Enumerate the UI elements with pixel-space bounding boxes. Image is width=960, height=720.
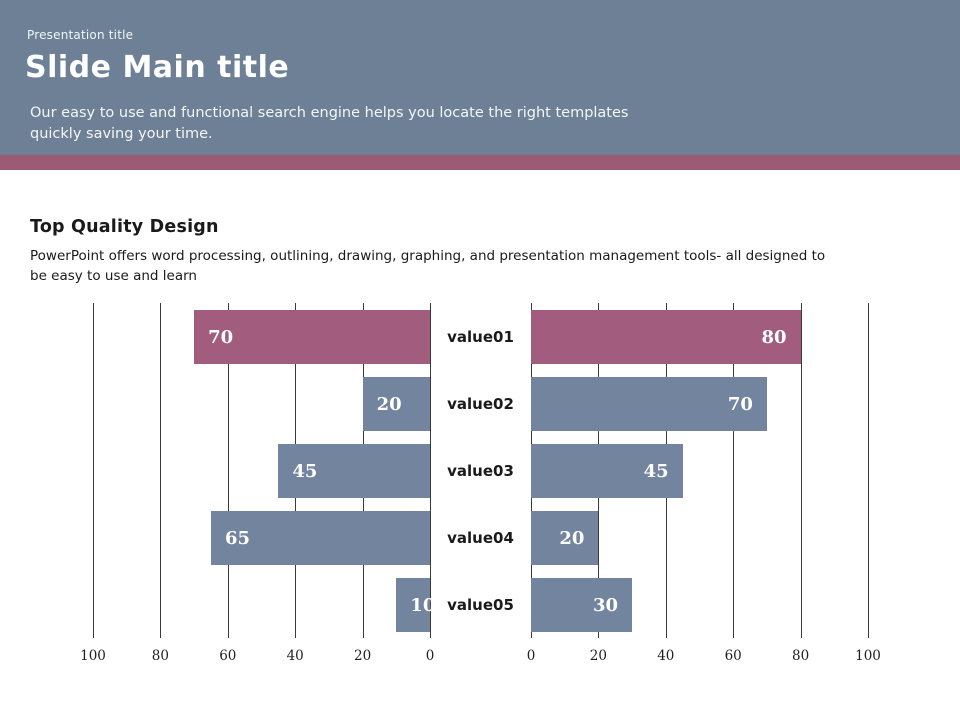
axis-tick-label: 0 [425, 648, 435, 664]
accent-stripe [0, 155, 960, 170]
tornado-bar-chart: 100 80 60 40 20 0 0 20 40 60 80 100 70 value01 80 20 val… [0, 300, 960, 670]
bar-value-label: 65 [224, 527, 250, 549]
bar-value-label: 80 [761, 326, 787, 348]
axis-tick-label: 0 [526, 648, 536, 664]
bar-value-label: 45 [643, 460, 669, 482]
bar-left-value01: 70 [194, 310, 430, 364]
bar-value-label: 70 [727, 393, 753, 415]
axis-tick-label: 20 [589, 648, 607, 664]
bar-value-label: 20 [559, 527, 585, 549]
axis-tick-label: 40 [657, 648, 675, 664]
gridline [93, 303, 94, 638]
category-label-value01: value01 [447, 327, 514, 346]
bar-left-value03: 45 [278, 444, 430, 498]
category-label-value05: value05 [447, 595, 514, 614]
category-label-value03: value03 [447, 461, 514, 480]
gridline [430, 303, 431, 638]
axis-tick-label: 60 [219, 648, 237, 664]
presentation-title: Presentation title [27, 28, 134, 42]
bar-left-value02: 20 [362, 377, 430, 431]
gridline [227, 303, 229, 638]
axis-tick-label: 100 [855, 648, 881, 664]
bar-value-label: 70 [208, 326, 234, 348]
gridline [733, 303, 735, 638]
bar-value-label: 10 [410, 594, 436, 616]
bar-right-value05: 30 [531, 578, 633, 632]
bar-left-value05: 10 [396, 578, 435, 632]
section-description: PowerPoint offers word processing, outli… [30, 248, 826, 284]
gridline [160, 303, 162, 638]
section-heading: Top Quality Design [30, 217, 219, 237]
bar-right-value01: 80 [531, 310, 801, 364]
slide-header: Presentation title Slide Main title Our … [0, 0, 960, 155]
bar-right-value03: 45 [531, 444, 683, 498]
axis-tick-label: 20 [354, 648, 372, 664]
bar-right-value02: 70 [531, 377, 767, 431]
category-label-value02: value02 [447, 394, 514, 413]
bar-value-label: 30 [593, 594, 619, 616]
axis-tick-label: 40 [286, 648, 304, 664]
axis-tick-label: 80 [151, 648, 169, 664]
bar-left-value04: 65 [210, 511, 430, 565]
slide-main-title: Slide Main title [25, 50, 290, 85]
axis-tick-label: 60 [724, 648, 742, 664]
axis-tick-label: 100 [80, 648, 106, 664]
gridline [800, 303, 802, 638]
bar-right-value04: 20 [531, 511, 599, 565]
bar-value-label: 45 [292, 460, 318, 482]
gridline [868, 303, 869, 638]
axis-tick-label: 80 [792, 648, 810, 664]
header-subtitle: Our easy to use and functional search en… [30, 105, 629, 142]
category-label-value04: value04 [447, 528, 514, 547]
bar-value-label: 20 [376, 393, 402, 415]
